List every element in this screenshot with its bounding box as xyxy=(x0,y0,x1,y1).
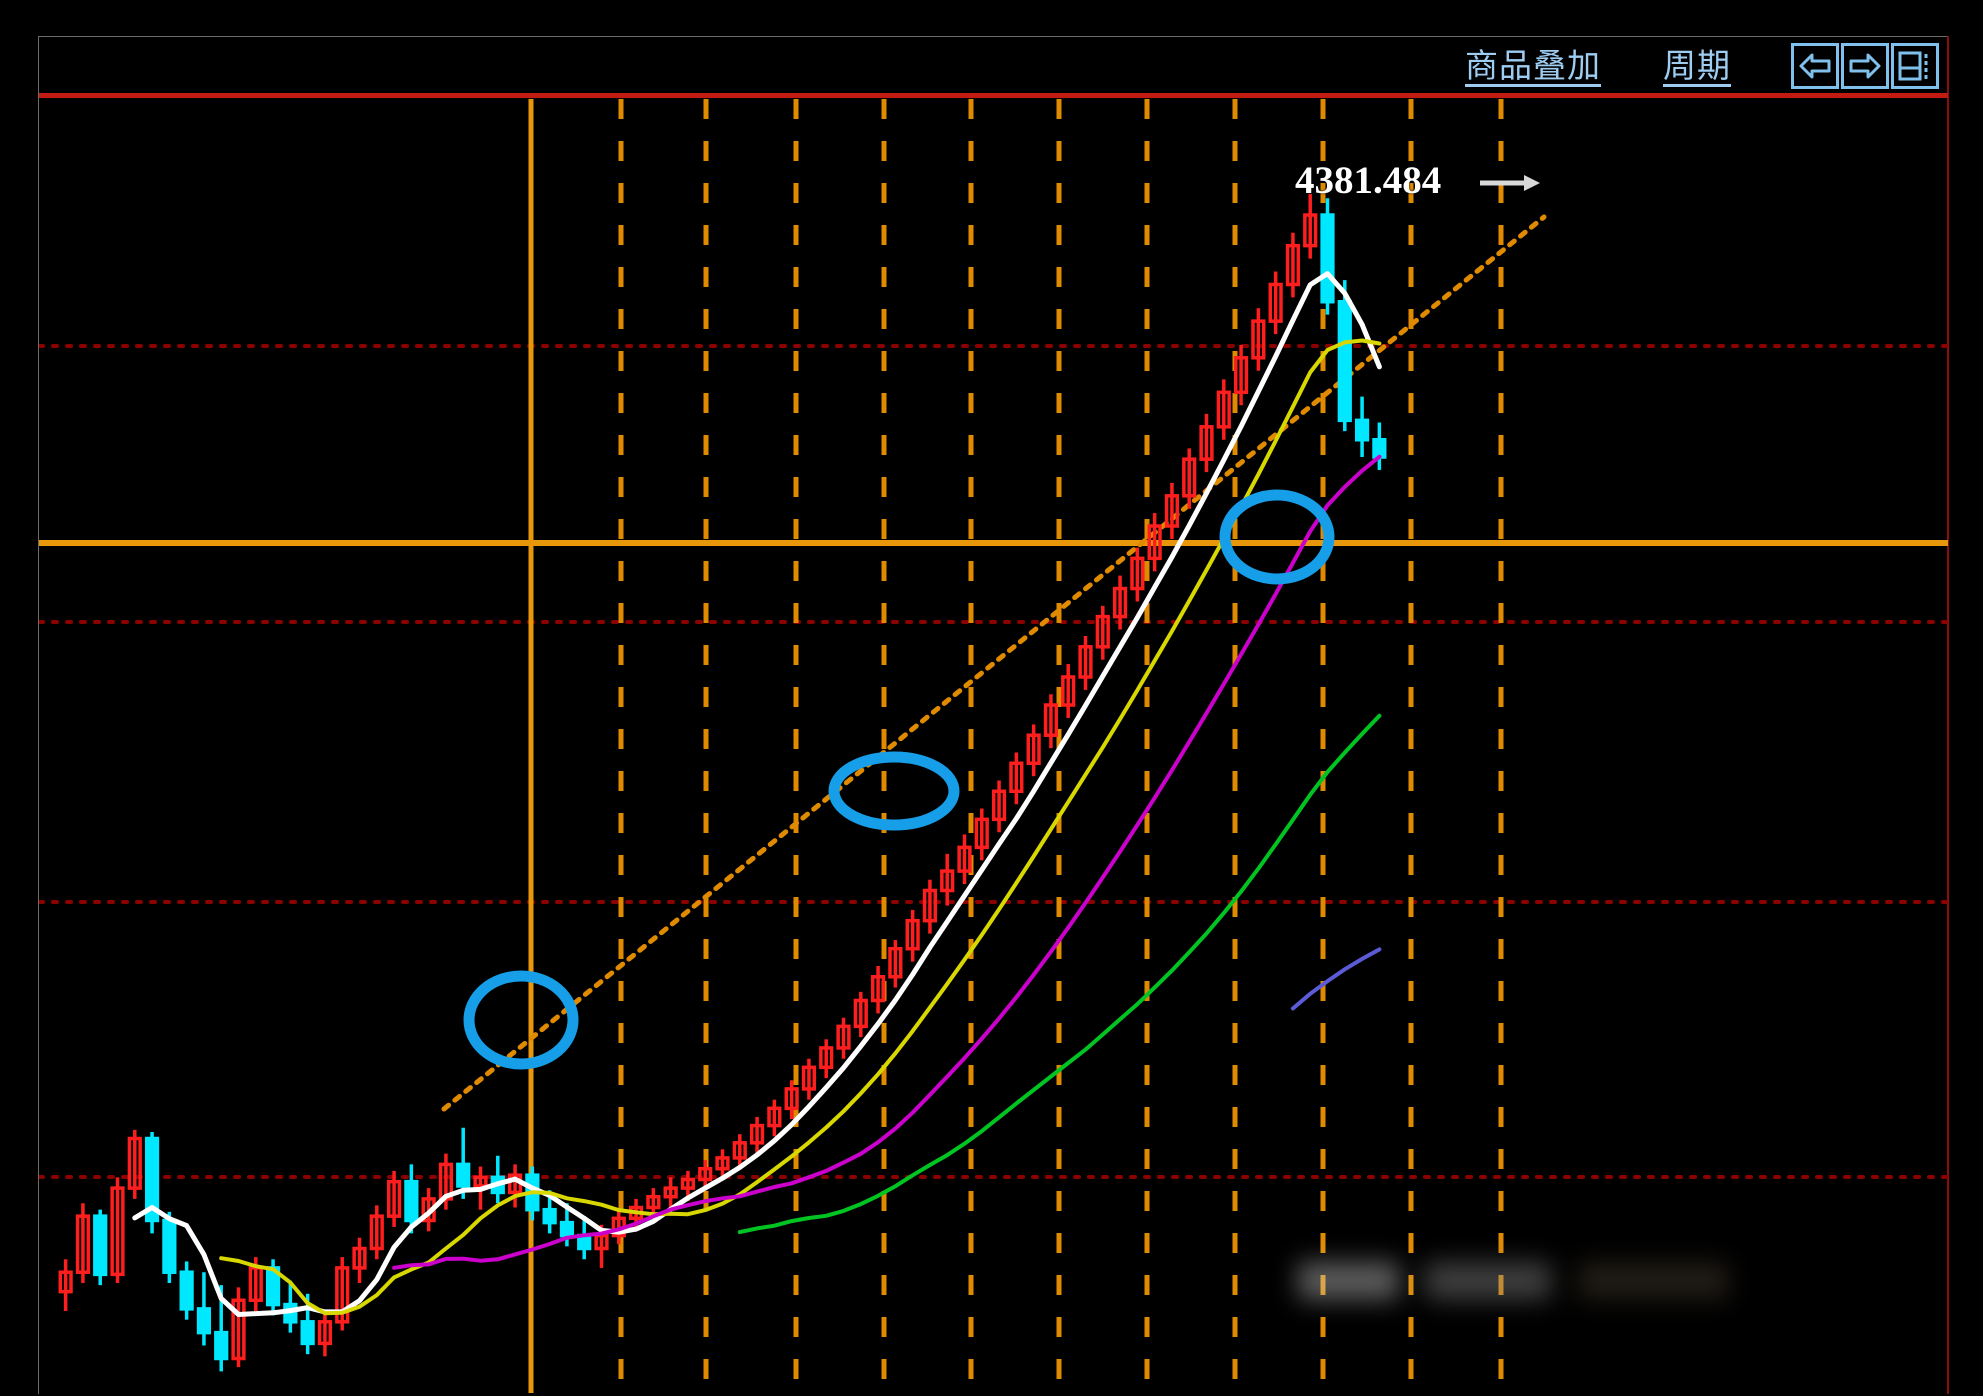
arrow-left-icon xyxy=(1799,53,1831,78)
candle-body-up xyxy=(801,1065,817,1091)
ma-line-ma5 xyxy=(132,271,1382,1317)
candle-body-up xyxy=(819,1046,834,1070)
chart-toolbar: 商品叠加 周期 xyxy=(38,36,1949,95)
candle-body-up xyxy=(1095,614,1110,649)
candle-body-up xyxy=(1026,733,1041,766)
candle-body-up xyxy=(1285,243,1301,287)
circle-trendline-touch xyxy=(1219,489,1335,585)
candle-body-up xyxy=(1130,556,1145,591)
candle-body-up xyxy=(1147,524,1162,561)
candle-body-up xyxy=(991,789,1007,822)
candle-body-up xyxy=(231,1298,246,1361)
trendline xyxy=(441,214,1547,1112)
circle-ma-convergence xyxy=(463,970,579,1070)
candle-body-up xyxy=(369,1214,384,1251)
candle-body-down xyxy=(93,1214,108,1277)
candle-body-up xyxy=(905,918,920,951)
candle-body-down xyxy=(1320,213,1335,304)
candle-body-up xyxy=(1199,425,1214,461)
candle-body-up xyxy=(58,1270,73,1294)
crosshair-lines xyxy=(39,99,1948,1393)
candle-body-up xyxy=(888,946,903,979)
scroll-left-button[interactable] xyxy=(1791,42,1839,89)
candle-body-up xyxy=(386,1179,402,1218)
vertical-gridlines xyxy=(618,99,1504,1393)
candle-body-up xyxy=(1112,586,1128,619)
horizontal-gridlines xyxy=(39,344,1948,1179)
candle-body-up xyxy=(698,1166,713,1182)
toolbar-icon-group xyxy=(1791,42,1939,89)
candle-body-up xyxy=(940,869,955,893)
candle-body-up xyxy=(1009,761,1024,794)
toolbar-separator xyxy=(39,93,1948,98)
candle-body-up xyxy=(473,1175,488,1188)
candle-body-up xyxy=(749,1123,765,1145)
candle-body-down xyxy=(542,1207,557,1225)
circle-ma-crossover xyxy=(828,751,960,831)
candle-body-up xyxy=(1216,390,1231,429)
candle-body-up xyxy=(957,845,972,873)
candle-body-up xyxy=(1268,282,1283,323)
ma-line-ma10 xyxy=(219,338,1382,1316)
candle-body-down xyxy=(300,1320,315,1346)
candle-body-down xyxy=(559,1220,575,1238)
candle-body-up xyxy=(680,1177,696,1190)
candle-body-up xyxy=(127,1136,142,1190)
candle-body-up xyxy=(1233,356,1249,395)
candle-body-down xyxy=(179,1270,194,1311)
ma-line-ma20 xyxy=(392,454,1382,1270)
candle-body-up xyxy=(1061,675,1076,707)
trendline-support xyxy=(441,214,1547,1112)
candle-body-up xyxy=(1043,703,1059,737)
chart-frame xyxy=(38,36,1949,1394)
candle-body-up xyxy=(1164,494,1180,528)
candle-body-down xyxy=(1337,299,1352,423)
price-pointer-arrow-icon xyxy=(1480,175,1540,191)
candle-body-up xyxy=(715,1156,730,1171)
candlestick-series xyxy=(58,193,1387,1372)
candle-body-down xyxy=(1372,438,1387,459)
candle-body-down xyxy=(1354,418,1370,442)
candle-body-up xyxy=(1251,319,1266,360)
chart-plot-area[interactable] xyxy=(39,99,1948,1393)
candle-body-up xyxy=(317,1320,333,1346)
candle-body-down xyxy=(196,1307,212,1335)
commodity-overlay-button[interactable]: 商品叠加 xyxy=(1465,47,1601,84)
scroll-right-button[interactable] xyxy=(1841,42,1889,89)
right-border-line xyxy=(1947,36,1949,1394)
arrow-right-icon xyxy=(1849,53,1881,78)
annotation-circles xyxy=(463,489,1335,1070)
price-label: 4381.484 xyxy=(1295,159,1442,202)
candle-body-up xyxy=(663,1186,678,1199)
candle-body-up xyxy=(836,1024,851,1050)
ma-line-ma120 xyxy=(1290,947,1382,1011)
candle-body-up xyxy=(1078,645,1093,679)
candle-body-up xyxy=(732,1141,747,1160)
layout-split-icon xyxy=(1898,51,1928,80)
candle-body-up xyxy=(646,1194,661,1210)
candle-body-up xyxy=(75,1214,91,1274)
candle-body-up xyxy=(352,1246,367,1270)
candle-body-down xyxy=(214,1330,229,1361)
candle-body-down xyxy=(162,1218,177,1274)
candle-body-up xyxy=(767,1106,782,1128)
candle-body-up xyxy=(853,998,868,1029)
candle-body-down xyxy=(456,1162,471,1188)
layout-split-button[interactable] xyxy=(1891,42,1939,89)
candle-body-up xyxy=(974,817,989,850)
moving-average-lines xyxy=(132,271,1382,1317)
ma-line-ma60 xyxy=(737,713,1382,1235)
candle-body-up xyxy=(784,1087,799,1111)
candle-body-down xyxy=(144,1136,160,1223)
candle-body-down xyxy=(404,1179,419,1223)
candle-body-up xyxy=(870,975,886,1003)
candle-body-up xyxy=(1303,213,1318,248)
period-button[interactable]: 周期 xyxy=(1663,47,1731,84)
candle-body-up xyxy=(110,1186,125,1277)
candle-body-up xyxy=(335,1266,350,1324)
candlestick-svg xyxy=(39,99,1948,1393)
candle-body-up xyxy=(922,888,938,923)
candle-body-up xyxy=(1182,457,1197,498)
